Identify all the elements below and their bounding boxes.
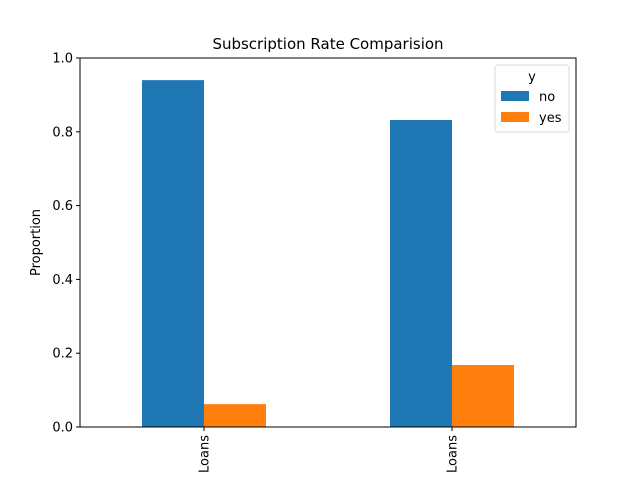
bar-no-1[interactable] [390, 119, 452, 427]
y-tick-label-3: 0.6 [52, 199, 73, 214]
bar-yes-1[interactable] [452, 365, 514, 427]
legend-swatch-no [501, 91, 529, 101]
y-tick-label-4: 0.8 [52, 125, 73, 140]
bar-no-0[interactable] [142, 80, 204, 427]
y-tick-label-5: 1.0 [52, 52, 73, 67]
bar-yes-0[interactable] [204, 404, 266, 427]
legend-entry-yes: yes [539, 111, 562, 126]
y-tick-label-0: 0.0 [52, 421, 73, 436]
y-tick-label-2: 0.4 [52, 273, 73, 288]
x-tick-label-0: Loans [198, 435, 213, 473]
legend-swatch-yes [501, 112, 529, 122]
legend[interactable]: y no yes [494, 64, 570, 133]
bars [142, 80, 514, 427]
legend-title: y [528, 70, 536, 85]
x-axis: Loans Loans [198, 427, 461, 473]
plot-frame [79, 57, 577, 428]
x-tick-label-1: Loans [446, 435, 461, 473]
y-axis: 0.0 0.2 0.4 0.6 0.8 1.0 [52, 52, 80, 436]
legend-entry-no: no [539, 90, 555, 105]
y-axis-label: Proportion [29, 209, 44, 276]
chart-title: Subscription Rate Comparision [212, 35, 443, 53]
y-tick-label-1: 0.2 [52, 347, 73, 362]
